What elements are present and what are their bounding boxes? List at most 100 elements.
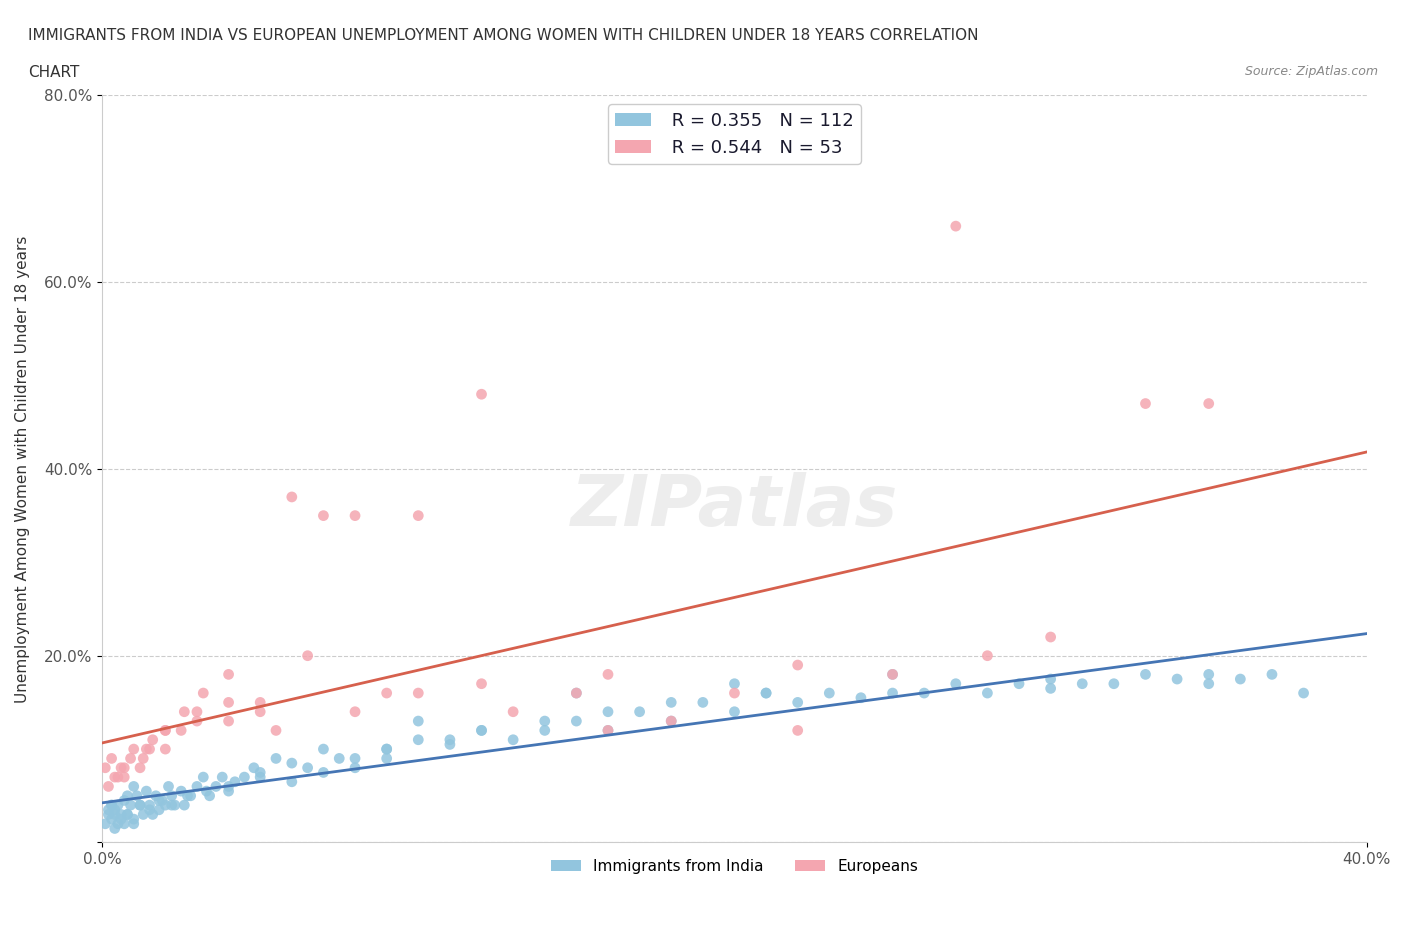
Point <box>138 741 160 756</box>
Point <box>786 658 808 672</box>
Point <box>110 761 132 776</box>
Point <box>129 798 152 813</box>
Point <box>628 704 651 719</box>
Point <box>533 713 555 728</box>
Point <box>408 713 430 728</box>
Point <box>723 704 745 719</box>
Point <box>211 770 233 785</box>
Point <box>160 798 183 813</box>
Point <box>439 732 461 747</box>
Point <box>249 770 271 785</box>
Point <box>150 793 173 808</box>
Point <box>1039 671 1062 686</box>
Point <box>107 770 129 785</box>
Point <box>692 695 714 710</box>
Point <box>120 798 142 813</box>
Point <box>148 803 170 817</box>
Point <box>786 723 808 737</box>
Point <box>100 798 122 813</box>
Point <box>218 713 240 728</box>
Point <box>1198 676 1220 691</box>
Point <box>249 765 271 780</box>
Point <box>344 751 367 766</box>
Point <box>596 667 619 682</box>
Point <box>122 779 145 794</box>
Point <box>470 387 492 402</box>
Point <box>148 793 170 808</box>
Text: ZIPatlas: ZIPatlas <box>571 472 898 540</box>
Y-axis label: Unemployment Among Women with Children Under 18 years: Unemployment Among Women with Children U… <box>15 235 30 703</box>
Point <box>155 741 177 756</box>
Point <box>120 751 142 766</box>
Point <box>1039 630 1062 644</box>
Point <box>155 798 177 813</box>
Point <box>112 761 135 776</box>
Point <box>565 685 588 700</box>
Text: IMMIGRANTS FROM INDIA VS EUROPEAN UNEMPLOYMENT AMONG WOMEN WITH CHILDREN UNDER 1: IMMIGRANTS FROM INDIA VS EUROPEAN UNEMPL… <box>28 28 979 43</box>
Point <box>1229 671 1251 686</box>
Point <box>110 812 132 827</box>
Point <box>104 803 127 817</box>
Point <box>218 695 240 710</box>
Point <box>408 685 430 700</box>
Point <box>135 784 157 799</box>
Point <box>328 751 350 766</box>
Point <box>596 723 619 737</box>
Point <box>94 817 117 831</box>
Point <box>122 812 145 827</box>
Point <box>1198 396 1220 411</box>
Point <box>818 685 841 700</box>
Point <box>565 713 588 728</box>
Point <box>1261 667 1284 682</box>
Point <box>408 732 430 747</box>
Point <box>117 807 139 822</box>
Point <box>142 732 165 747</box>
Point <box>135 741 157 756</box>
Point <box>344 508 367 523</box>
Point <box>125 789 148 804</box>
Point <box>157 779 180 794</box>
Point <box>110 807 132 822</box>
Point <box>659 713 682 728</box>
Point <box>786 695 808 710</box>
Point <box>312 508 335 523</box>
Point <box>94 761 117 776</box>
Point <box>723 676 745 691</box>
Point <box>344 704 367 719</box>
Point <box>375 685 398 700</box>
Point <box>264 751 287 766</box>
Point <box>155 723 177 737</box>
Point <box>502 704 524 719</box>
Point <box>173 704 195 719</box>
Point <box>976 648 998 663</box>
Point <box>1198 667 1220 682</box>
Point <box>502 732 524 747</box>
Point <box>1071 676 1094 691</box>
Point <box>170 723 193 737</box>
Point <box>155 723 177 737</box>
Point <box>112 793 135 808</box>
Point <box>132 751 155 766</box>
Point <box>186 704 208 719</box>
Point <box>138 803 160 817</box>
Point <box>312 741 335 756</box>
Point <box>375 741 398 756</box>
Point <box>129 761 152 776</box>
Point <box>218 779 240 794</box>
Point <box>193 685 215 700</box>
Point <box>659 695 682 710</box>
Point <box>107 798 129 813</box>
Point <box>100 798 122 813</box>
Point <box>160 789 183 804</box>
Point <box>281 756 304 771</box>
Point <box>408 508 430 523</box>
Point <box>312 765 335 780</box>
Point <box>170 784 193 799</box>
Point <box>132 807 155 822</box>
Point <box>205 779 228 794</box>
Point <box>723 685 745 700</box>
Point <box>218 784 240 799</box>
Point <box>344 761 367 776</box>
Point <box>198 789 221 804</box>
Point <box>112 770 135 785</box>
